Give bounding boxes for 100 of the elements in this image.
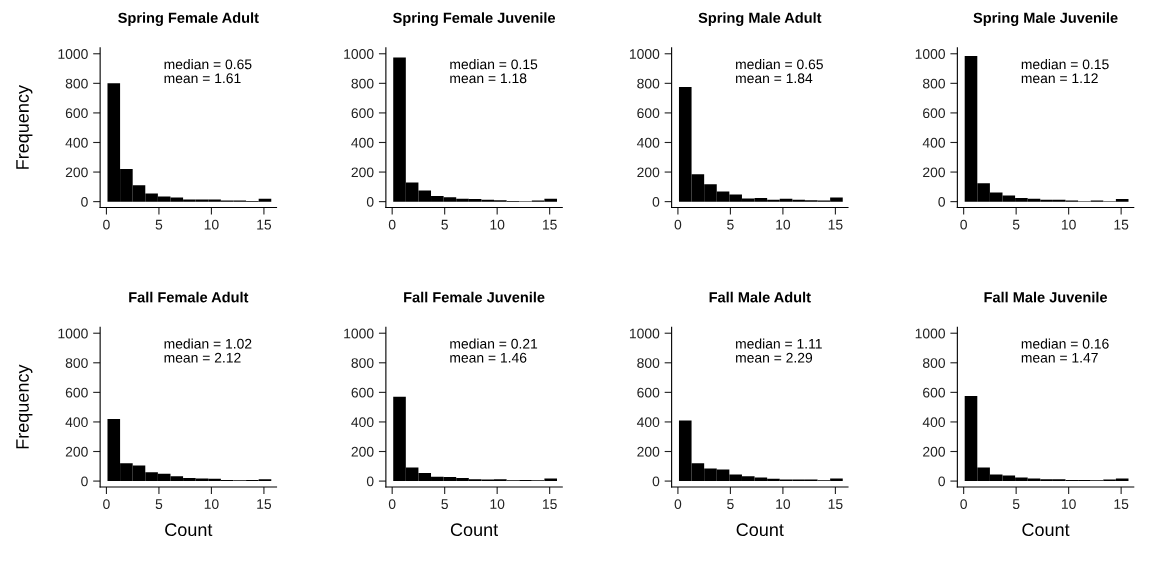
y-tick-label: 400 [65, 417, 88, 428]
y-tick-label: 1000 [915, 328, 946, 339]
x-tick-label: 5 [1012, 219, 1020, 230]
x-axis-title: Count [450, 523, 499, 537]
chart-title: Spring Female Juvenile [393, 12, 556, 26]
chart-title: Fall Female Adult [129, 291, 249, 303]
y-tick-label: 1000 [344, 49, 374, 59]
x-tick-label: 15 [257, 219, 272, 230]
y-tick-label: 1000 [58, 328, 88, 339]
y-tick-label: 400 [922, 137, 946, 148]
annotation: median = 1.11 mean = 2.29 [736, 338, 822, 363]
x-tick-label: 10 [776, 499, 791, 509]
chart-title: Fall Male Adult [709, 291, 811, 303]
annotation: median = 0.15 mean = 1.18 [450, 59, 538, 84]
y-tick-label: 600 [637, 387, 660, 398]
x-tick-label: 10 [776, 219, 791, 230]
y-tick-label: 0 [938, 196, 946, 207]
y-tick-label: 200 [65, 167, 88, 178]
x-tick-label: 15 [828, 219, 843, 230]
x-tick-label: 5 [727, 499, 734, 509]
x-tick-label: 15 [828, 499, 843, 509]
chart-title: Spring Male Juvenile [973, 12, 1118, 26]
x-tick-label: 15 [1114, 499, 1129, 509]
annotation: median = 0.21 mean = 1.46 [450, 338, 538, 363]
y-tick-label: 600 [351, 387, 374, 398]
y-tick-label: 0 [366, 476, 374, 487]
chart-title: Spring Female Adult [118, 12, 259, 26]
x-tick-label: 10 [204, 219, 219, 230]
x-tick-label: 10 [204, 499, 219, 509]
x-tick-label: 10 [490, 219, 505, 230]
annotation: median = 0.15 mean = 1.12 [1021, 59, 1109, 84]
x-tick-label: 0 [960, 499, 967, 509]
x-tick-label: 5 [155, 499, 163, 509]
annotation: median = 0.65 mean = 1.61 [164, 59, 252, 84]
x-tick-label: 15 [542, 499, 557, 509]
y-tick-label: 800 [922, 358, 946, 368]
y-tick-label: 1000 [58, 49, 88, 59]
x-tick-label: 5 [727, 219, 734, 230]
y-tick-label: 200 [351, 446, 374, 457]
y-tick-label: 0 [81, 476, 88, 487]
y-tick-label: 800 [65, 358, 88, 368]
y-tick-label: 400 [636, 137, 660, 148]
y-tick-label: 400 [65, 137, 88, 148]
y-tick-label: 600 [923, 108, 946, 119]
y-tick-label: 200 [637, 446, 660, 457]
x-tick-label: 15 [1114, 219, 1129, 230]
x-axis-title: Count [736, 523, 784, 537]
x-tick-label: 0 [674, 219, 682, 230]
x-tick-label: 0 [960, 219, 967, 230]
y-tick-label: 600 [65, 108, 88, 119]
y-tick-label: 600 [65, 387, 88, 398]
y-tick-label: 600 [637, 108, 660, 119]
x-tick-label: 15 [542, 219, 557, 230]
y-tick-label: 1000 [344, 328, 374, 339]
x-tick-label: 0 [674, 499, 682, 509]
y-tick-label: 800 [637, 358, 660, 368]
x-tick-label: 5 [155, 219, 163, 230]
y-tick-label: 0 [652, 476, 660, 487]
x-tick-label: 10 [490, 499, 505, 509]
y-tick-label: 400 [351, 137, 374, 148]
annotation: median = 0.16 mean = 1.47 [1021, 338, 1109, 363]
x-tick-label: 0 [103, 499, 110, 509]
x-axis-title: Count [165, 523, 213, 537]
y-tick-label: 200 [923, 167, 946, 178]
x-axis-title: Count [1022, 523, 1070, 537]
y-tick-label: 800 [351, 78, 374, 89]
x-tick-label: 10 [1061, 219, 1076, 230]
y-tick-label: 1000 [629, 328, 660, 339]
y-tick-label: 200 [65, 446, 88, 457]
y-tick-label: 200 [923, 446, 946, 457]
y-tick-label: 1000 [629, 49, 660, 59]
y-axis-title: Frequency [16, 364, 33, 449]
x-tick-label: 5 [1012, 499, 1020, 509]
y-tick-label: 600 [923, 387, 946, 398]
x-tick-label: 5 [441, 219, 448, 230]
x-tick-label: 0 [388, 219, 396, 230]
y-tick-label: 800 [637, 78, 660, 89]
y-tick-label: 200 [351, 167, 374, 178]
y-tick-label: 600 [351, 108, 374, 119]
x-tick-label: 0 [103, 219, 110, 230]
y-tick-label: 1000 [915, 49, 946, 59]
y-tick-label: 200 [637, 167, 660, 178]
chart-title: Spring Male Adult [698, 12, 822, 26]
annotation: median = 0.65 mean = 1.84 [736, 59, 823, 84]
x-tick-label: 5 [441, 499, 448, 509]
y-axis-title: Frequency [16, 85, 33, 169]
y-tick-label: 0 [652, 196, 660, 207]
y-tick-label: 0 [366, 196, 374, 207]
annotation: median = 1.02 mean = 2.12 [164, 338, 252, 363]
x-tick-label: 0 [388, 499, 396, 509]
y-tick-label: 800 [65, 78, 88, 89]
y-tick-label: 400 [922, 417, 946, 428]
y-tick-label: 800 [351, 358, 374, 368]
x-tick-label: 10 [1061, 499, 1076, 509]
y-tick-label: 0 [81, 196, 88, 207]
y-tick-label: 400 [351, 417, 374, 428]
x-tick-label: 15 [257, 499, 272, 509]
y-tick-label: 800 [922, 78, 946, 89]
chart-title: Fall Female Juvenile [404, 291, 545, 303]
chart-title: Fall Male Juvenile [984, 291, 1108, 303]
